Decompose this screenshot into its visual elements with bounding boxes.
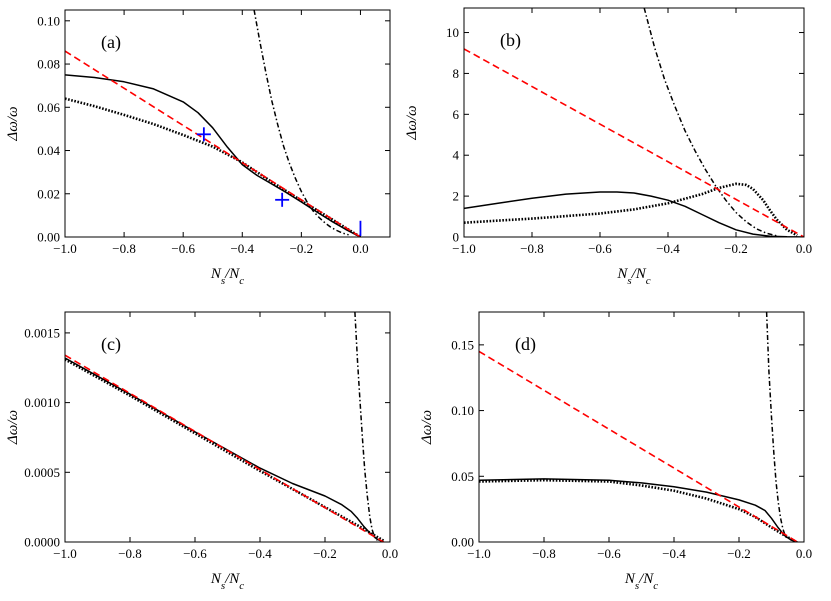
x-tick-label: −0.6: [597, 546, 621, 561]
x-tick-label: 0.0: [352, 241, 368, 256]
plus-marker: [196, 127, 211, 142]
panel-label: (d): [515, 334, 536, 355]
panel-label: (a): [101, 32, 121, 53]
y-tick-label: 0.0015: [24, 325, 60, 340]
panel-4: −1.0 −0.8 −0.6 −0.4 −0.2 0.0 0.00 0.05 0.10 0.15 (…: [419, 311, 812, 592]
x-tick-label: −0.6: [588, 241, 612, 256]
x-tick-label: −1.0: [452, 241, 476, 256]
y-tick-label: 0: [453, 230, 460, 245]
x-tick-label: −0.4: [662, 546, 686, 561]
y-tick-label: 0.10: [451, 403, 474, 418]
y-tick-label: 0.0000: [24, 535, 60, 550]
y-tick-label: 10: [446, 25, 459, 40]
panel-label: (c): [101, 334, 121, 355]
y-tick-label: 0.0005: [24, 465, 60, 480]
x-axis-label: Ns/Nc: [210, 266, 244, 287]
y-tick-label: 6: [453, 107, 460, 122]
y-tick-label: 0.10: [37, 13, 60, 28]
y-tick-label: 0.04: [37, 143, 60, 158]
x-tick-label: 0.0: [796, 241, 812, 256]
x-axis-label: Ns/Nc: [210, 571, 244, 592]
series-dotted: [65, 97, 362, 237]
y-tick-label: 0.06: [37, 100, 60, 115]
series-solid: [65, 74, 361, 237]
x-tick-label: 0.0: [796, 546, 812, 561]
x-tick-label: −0.2: [724, 241, 748, 256]
series-dotted: [479, 478, 795, 542]
x-tick-label: −1.0: [467, 546, 491, 561]
y-axis-label: Δω/ω: [419, 410, 435, 445]
y-tick-label: 0.15: [451, 337, 474, 352]
x-tick-label: −0.8: [118, 546, 142, 561]
y-tick-label: 0.08: [37, 57, 60, 72]
x-tick-label: −0.4: [248, 546, 272, 561]
x-tick-label: −0.4: [230, 241, 254, 256]
y-tick-label: 0.05: [451, 469, 474, 484]
plot-frame: [64, 311, 391, 543]
x-tick-label: −0.2: [313, 546, 337, 561]
x-tick-label: −0.8: [520, 241, 544, 256]
x-tick-label: −0.8: [112, 241, 136, 256]
plot-frame: [463, 7, 805, 238]
y-tick-label: 0.00: [451, 535, 474, 550]
y-axis-label: Δω/ω: [5, 106, 21, 141]
plus-marker: [275, 192, 290, 207]
series-dash-dot: [354, 312, 378, 541]
y-tick-label: 0.0010: [24, 395, 60, 410]
x-tick-label: −0.8: [532, 546, 556, 561]
y-axis-label: Δω/ω: [5, 410, 21, 445]
series-dash-dot: [765, 312, 789, 540]
series-dashed: [464, 48, 804, 237]
x-tick-label: −0.4: [656, 241, 680, 256]
panel-label: (b): [500, 30, 521, 51]
x-axis-label: Ns/Nc: [616, 266, 650, 287]
x-tick-label: 0.0: [382, 546, 398, 561]
x-axis-label: Ns/Nc: [624, 571, 658, 592]
panel-3: −1.0 −0.8 −0.6 −0.4 −0.2 0.0 0.0000 0.0005 0.001…: [5, 311, 398, 592]
x-tick-label: −0.6: [183, 546, 207, 561]
series-dotted: [464, 182, 798, 237]
panel-2: −1.0 −0.8 −0.6 −0.4 −0.2 0.0 0 2 4 6 8 10 (b) Ns/Nc Δω…: [404, 7, 812, 287]
panel-1: −1.0 −0.8 −0.6 −0.4 −0.2 0.0 0.00 0.02 0.04 0.06 0…: [5, 9, 391, 287]
x-tick-label: −0.2: [290, 241, 314, 256]
y-axis-label: Δω/ω: [404, 105, 420, 140]
series-dotted: [65, 358, 385, 542]
series-dashed: [65, 50, 361, 237]
y-tick-label: 4: [453, 148, 460, 163]
plot-frame: [64, 9, 391, 238]
plot-frame: [478, 311, 805, 543]
x-tick-label: −1.0: [53, 546, 77, 561]
series-dash-dot: [643, 8, 777, 237]
x-tick-label: −1.0: [53, 241, 77, 256]
series-dash-dot: [253, 10, 349, 236]
y-tick-label: 8: [453, 66, 460, 81]
y-tick-label: 0.00: [37, 230, 60, 245]
y-tick-label: 2: [453, 189, 460, 204]
series-solid: [464, 191, 804, 237]
series-dashed: [65, 354, 384, 542]
series-dashed: [479, 350, 798, 542]
y-tick-label: 0.02: [37, 186, 60, 201]
series-solid: [479, 478, 798, 542]
x-tick-label: −0.6: [171, 241, 195, 256]
x-tick-label: −0.2: [727, 546, 751, 561]
